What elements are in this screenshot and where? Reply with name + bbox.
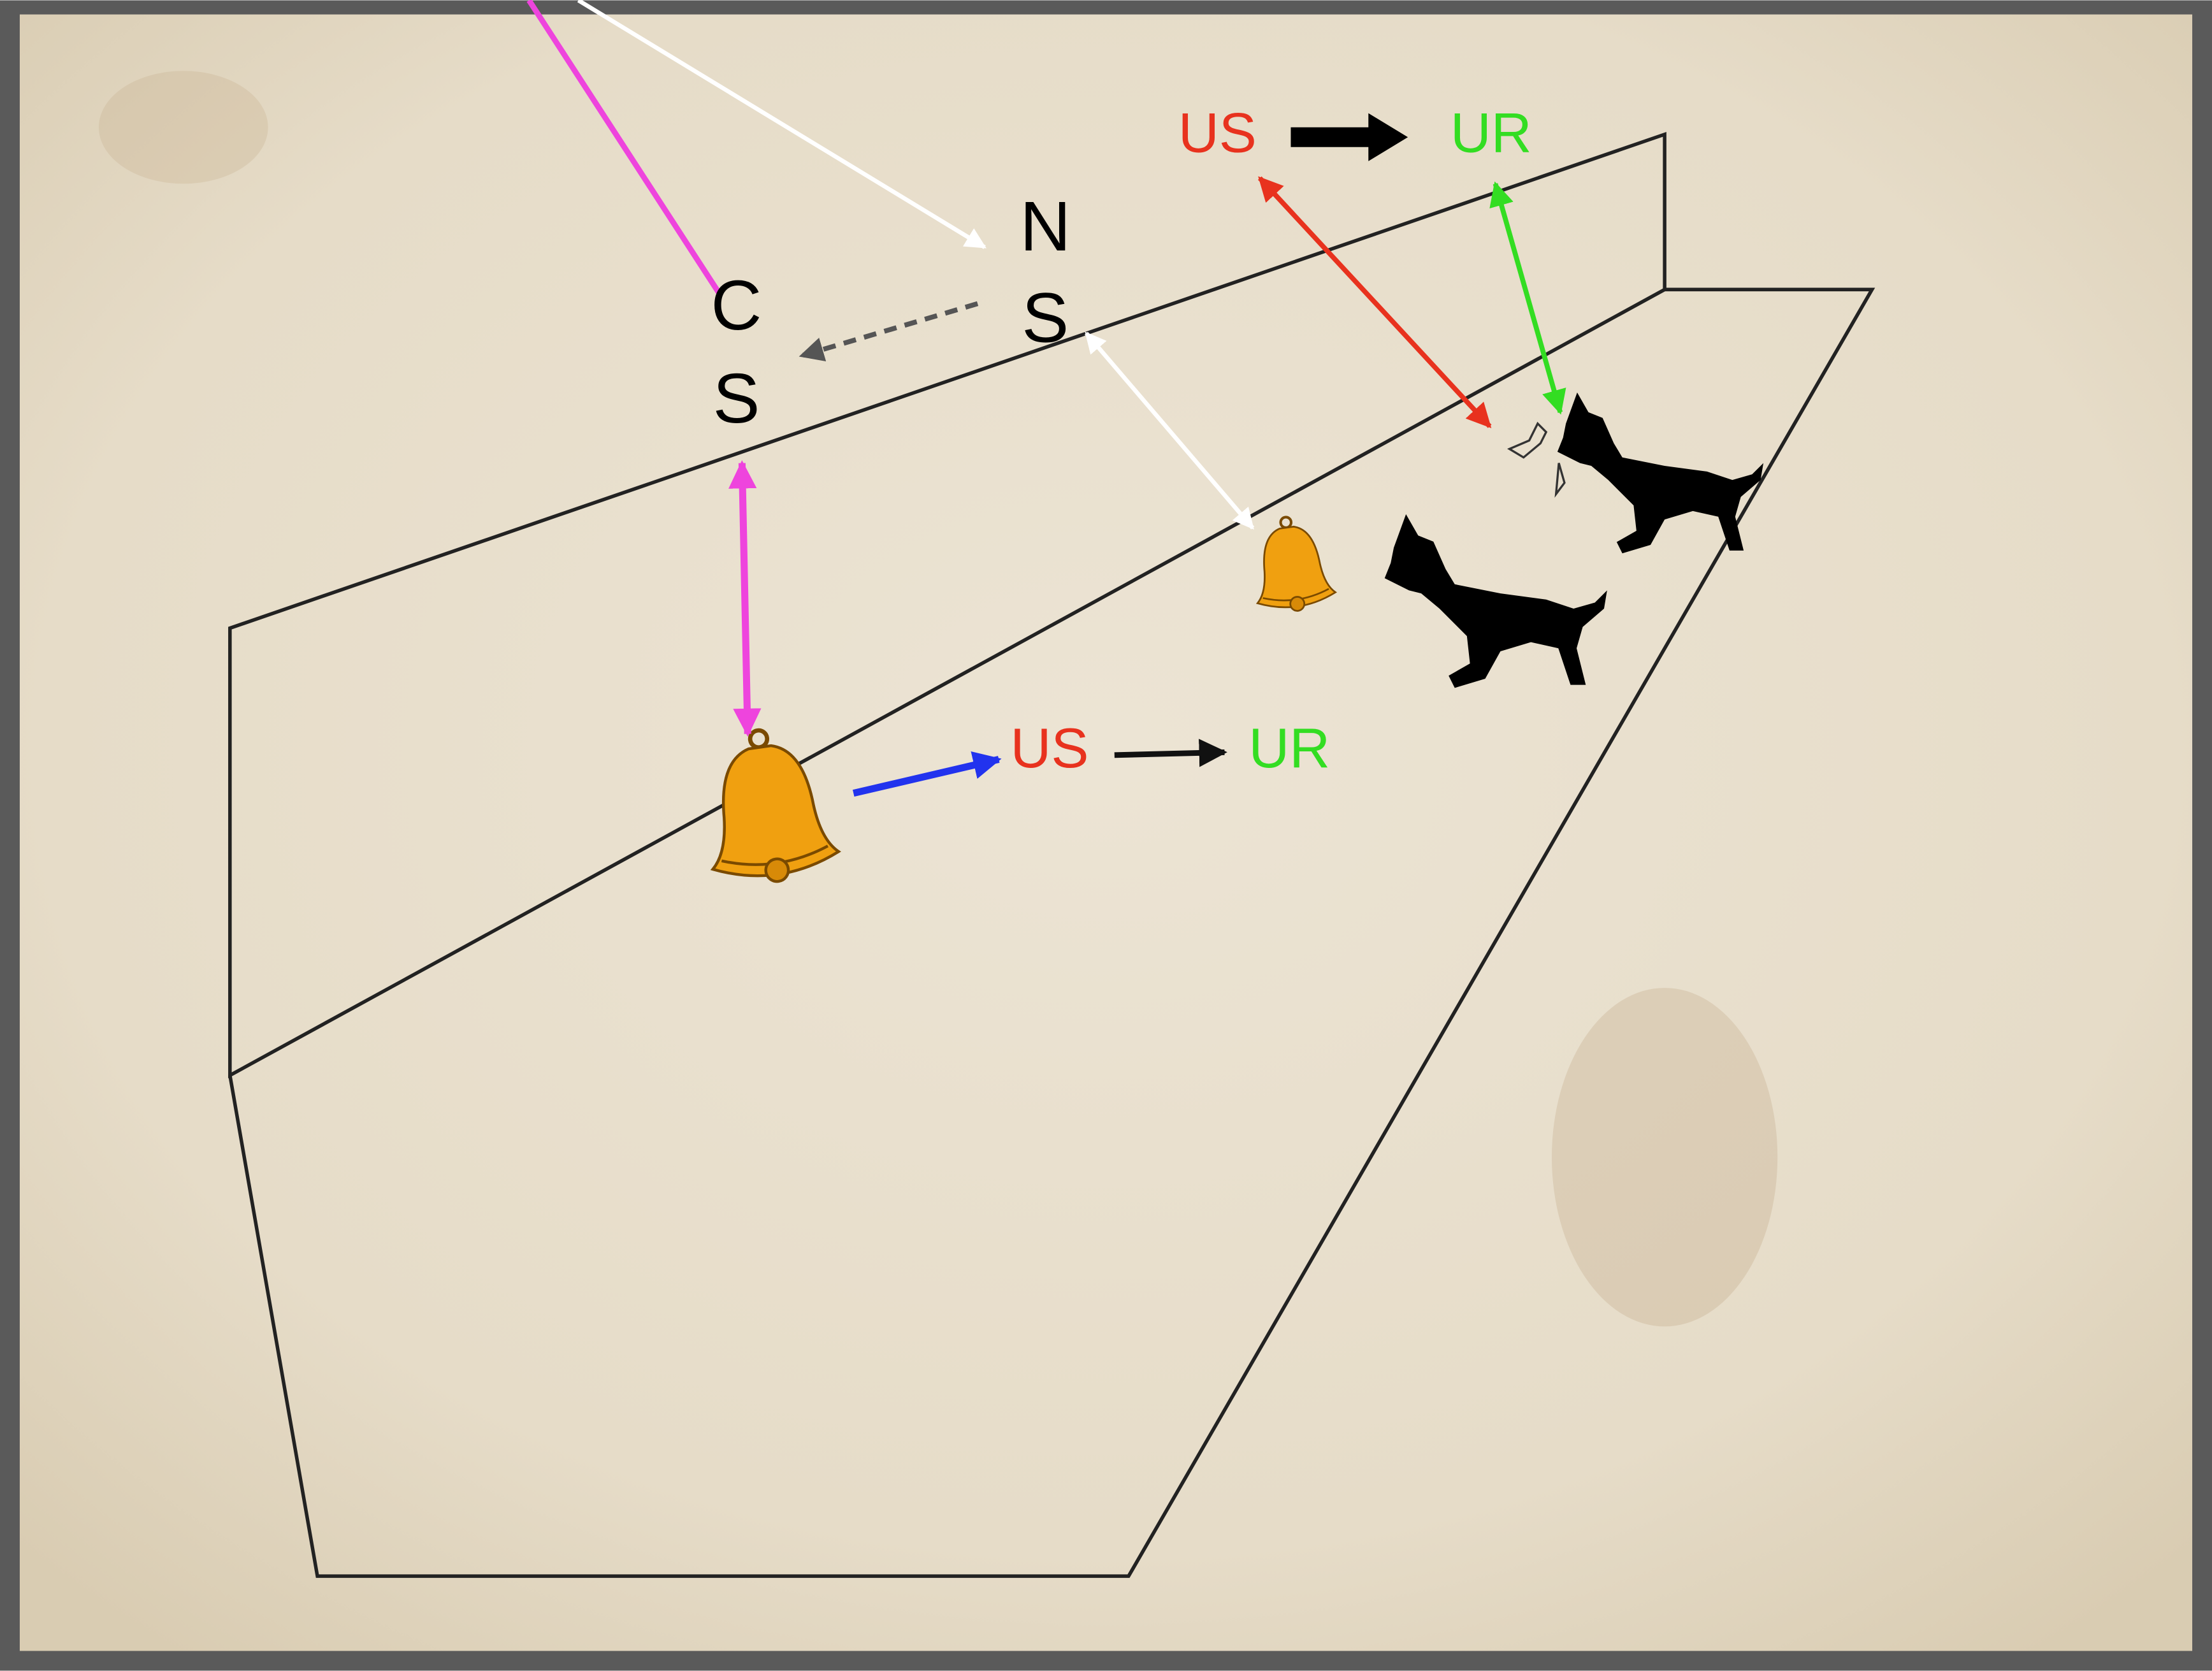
ns-label: N: [1020, 187, 1071, 266]
page: {"top_pair": {"us": "US", "ur": "UR"}, "…: [0, 0, 2212, 1671]
ur-label: UR: [1450, 101, 1532, 164]
us-label: US: [1178, 101, 1257, 164]
cs-label: S: [713, 359, 760, 438]
us-label: US: [1010, 716, 1088, 779]
body: US UR N S C S US UR (() => { const data …: [0, 0, 2212, 1671]
paper-background: [20, 15, 2192, 1651]
ur-label: UR: [1248, 716, 1330, 779]
ns-label: S: [1022, 279, 1069, 358]
stain: [1552, 988, 1777, 1326]
diagram: US UR N S C S US UR: [0, 0, 2212, 1671]
cs-label: C: [711, 266, 762, 345]
us-ur-arrow-bottom: [1115, 752, 1225, 755]
stain: [99, 71, 268, 184]
